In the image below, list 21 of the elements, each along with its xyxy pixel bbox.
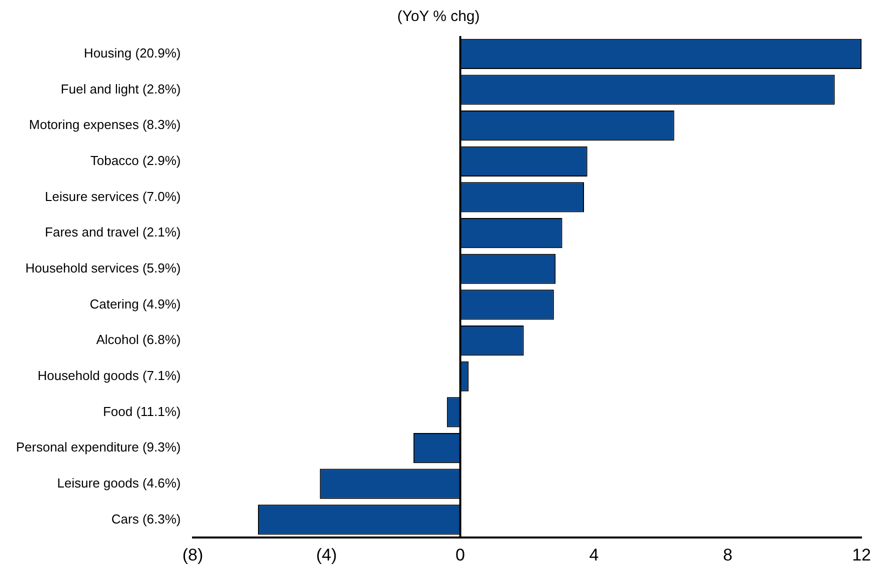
y-tick-label: Personal expenditure (9.3%) xyxy=(16,440,181,455)
x-tick-label: 4 xyxy=(589,545,599,564)
y-tick-label: Housing (20.9%) xyxy=(84,45,181,60)
x-tick-label: 8 xyxy=(723,545,733,564)
y-tick-label: Fares and travel (2.1%) xyxy=(44,224,181,240)
y-tick-label: Motoring expenses (8.3%) xyxy=(29,117,181,132)
y-tick-label: Alcohol (6.8%) xyxy=(96,332,181,348)
y-tick-label: Tobacco (2.9%) xyxy=(90,152,181,168)
y-tick-label: Food (11.1%) xyxy=(102,404,181,419)
x-tick-label: (8) xyxy=(182,545,204,564)
chart-title: (YoY % chg) xyxy=(397,8,480,26)
y-tick-label: Leisure services (7.0%) xyxy=(44,188,181,204)
y-tick-label: Household goods (7.1%) xyxy=(38,368,181,383)
y-tick-label: Cars (6.3%) xyxy=(111,511,181,526)
y-tick-label: Catering (4.9%) xyxy=(90,296,181,312)
x-tick-label: 12 xyxy=(852,545,872,564)
y-tick-label: Household services (5.9%) xyxy=(25,260,181,276)
x-tick-label: 0 xyxy=(456,545,466,564)
y-tick-label: Leisure goods (4.6%) xyxy=(57,475,181,490)
y-tick-label: Fuel and light (2.8%) xyxy=(60,81,181,96)
x-tick-label: (4) xyxy=(316,545,337,564)
